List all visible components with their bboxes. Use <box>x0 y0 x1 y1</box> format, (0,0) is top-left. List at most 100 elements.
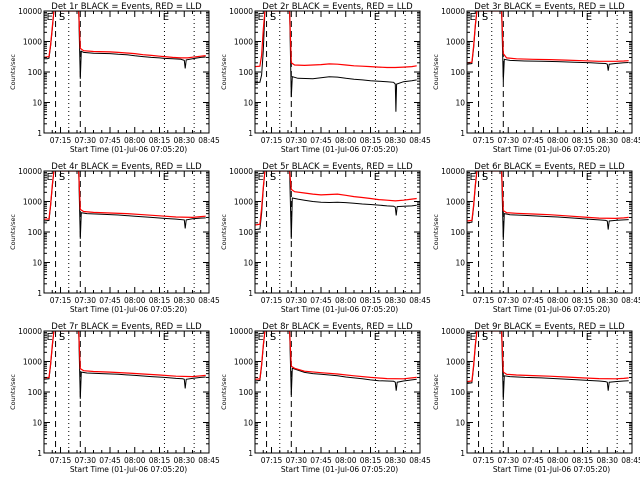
y-tick-label: 10 <box>455 419 465 428</box>
x-tick-label: 08:00 <box>547 296 569 305</box>
interval-marker-label: S <box>270 172 276 183</box>
y-axis-label: Counts/sec <box>9 374 17 410</box>
x-tick-label: 08:30 <box>384 456 406 465</box>
x-axis-label: Start Time (01-Jul-06 07:05:20) <box>281 145 398 154</box>
x-tick-label: 08:15 <box>360 136 382 145</box>
panel-title: Det 1r BLACK = Events, RED = LLD <box>51 2 202 12</box>
x-tick-label: 08:30 <box>596 456 618 465</box>
x-tick-label: 07:30 <box>285 296 307 305</box>
interval-marker-label: E <box>469 12 475 23</box>
x-tick-label: 08:15 <box>572 296 594 305</box>
x-tick-label: 08:00 <box>124 456 146 465</box>
events-series-line <box>255 331 417 396</box>
y-tick-label: 10 <box>455 259 465 268</box>
x-tick-label: 08:45 <box>409 456 431 465</box>
interval-marker-label: S <box>270 12 276 23</box>
panel-title: Det 2r BLACK = Events, RED = LLD <box>262 2 413 12</box>
x-tick-label: 07:30 <box>74 456 96 465</box>
y-tick-label: 1 <box>37 289 42 298</box>
panel-title: Det 6r BLACK = Events, RED = LLD <box>474 162 625 172</box>
x-tick-label: 07:30 <box>74 296 96 305</box>
y-tick-label: 1 <box>248 289 253 298</box>
x-axis-label: Start Time (01-Jul-06 07:05:20) <box>493 305 610 314</box>
x-axis-label: Start Time (01-Jul-06 07:05:20) <box>70 145 187 154</box>
interval-marker-label: S <box>482 12 488 23</box>
y-tick-label: 1000 <box>446 38 465 47</box>
y-tick-label: 10000 <box>18 167 42 176</box>
x-tick-label: 08:30 <box>384 296 406 305</box>
lld-series-line <box>255 171 417 226</box>
panel-title: Det 9r BLACK = Events, RED = LLD <box>474 322 625 332</box>
x-tick-label: 08:45 <box>198 456 220 465</box>
interval-marker-label: S <box>482 172 488 183</box>
x-tick-label: 08:45 <box>621 136 640 145</box>
interval-marker-label: E <box>586 12 592 23</box>
y-tick-label: 1 <box>248 129 253 138</box>
y-tick-label: 10 <box>32 419 42 428</box>
events-series-line <box>467 11 629 82</box>
x-tick-label: 08:00 <box>335 136 357 145</box>
lld-series-line <box>44 171 206 220</box>
x-tick-label: 07:30 <box>74 136 96 145</box>
lld-series-line <box>44 11 206 59</box>
y-tick-label: 100 <box>451 68 466 77</box>
interval-marker-label: E <box>586 332 592 343</box>
events-series-line <box>44 11 206 79</box>
y-tick-label: 1000 <box>446 198 465 207</box>
y-axis-label: Counts/sec <box>220 374 228 410</box>
interval-marker-label: S <box>482 332 488 343</box>
y-tick-label: 10 <box>455 99 465 108</box>
x-tick-label: 07:15 <box>261 296 283 305</box>
y-tick-label: 1000 <box>23 358 42 367</box>
y-tick-label: 10000 <box>18 7 42 16</box>
x-tick-label: 08:30 <box>173 456 195 465</box>
interval-marker-label: E <box>374 172 380 183</box>
y-axis-label: Counts/sec <box>432 214 440 250</box>
x-tick-label: 07:15 <box>473 296 495 305</box>
x-tick-label: 08:45 <box>621 296 640 305</box>
x-tick-label: 08:15 <box>572 456 594 465</box>
interval-marker-label: E <box>469 332 475 343</box>
y-axis-label: Counts/sec <box>432 54 440 90</box>
x-tick-label: 08:30 <box>384 136 406 145</box>
panel-title: Det 5r BLACK = Events, RED = LLD <box>262 162 413 172</box>
y-axis-label: Counts/sec <box>9 54 17 90</box>
y-tick-label: 100 <box>239 68 254 77</box>
y-axis-label: Counts/sec <box>220 54 228 90</box>
x-tick-label: 07:15 <box>473 456 495 465</box>
x-tick-label: 08:30 <box>596 296 618 305</box>
lld-series-line <box>467 331 629 383</box>
x-tick-label: 08:30 <box>596 136 618 145</box>
y-tick-label: 10 <box>32 259 42 268</box>
x-tick-label: 08:00 <box>335 296 357 305</box>
x-tick-label: 08:45 <box>198 136 220 145</box>
x-axis-label: Start Time (01-Jul-06 07:05:20) <box>70 465 187 474</box>
y-tick-label: 1 <box>37 129 42 138</box>
interval-marker-label: E <box>374 12 380 23</box>
interval-marker-label: S <box>59 332 65 343</box>
y-tick-label: 1 <box>460 449 465 458</box>
y-tick-label: 1000 <box>23 38 42 47</box>
events-series-line <box>44 331 206 399</box>
y-tick-label: 1000 <box>23 198 42 207</box>
x-axis-label: Start Time (01-Jul-06 07:05:20) <box>70 305 187 314</box>
x-tick-label: 07:30 <box>497 456 519 465</box>
x-axis-label: Start Time (01-Jul-06 07:05:20) <box>281 465 398 474</box>
interval-marker-label: E <box>163 172 169 183</box>
x-tick-label: 07:45 <box>310 296 332 305</box>
y-tick-label: 100 <box>451 388 466 397</box>
interval-marker-label: S <box>270 332 276 343</box>
x-tick-label: 07:30 <box>285 456 307 465</box>
y-tick-label: 10000 <box>441 7 465 16</box>
x-tick-label: 07:30 <box>497 136 519 145</box>
x-tick-label: 08:30 <box>173 136 195 145</box>
y-tick-label: 10 <box>243 259 253 268</box>
interval-marker-label: E <box>469 172 475 183</box>
